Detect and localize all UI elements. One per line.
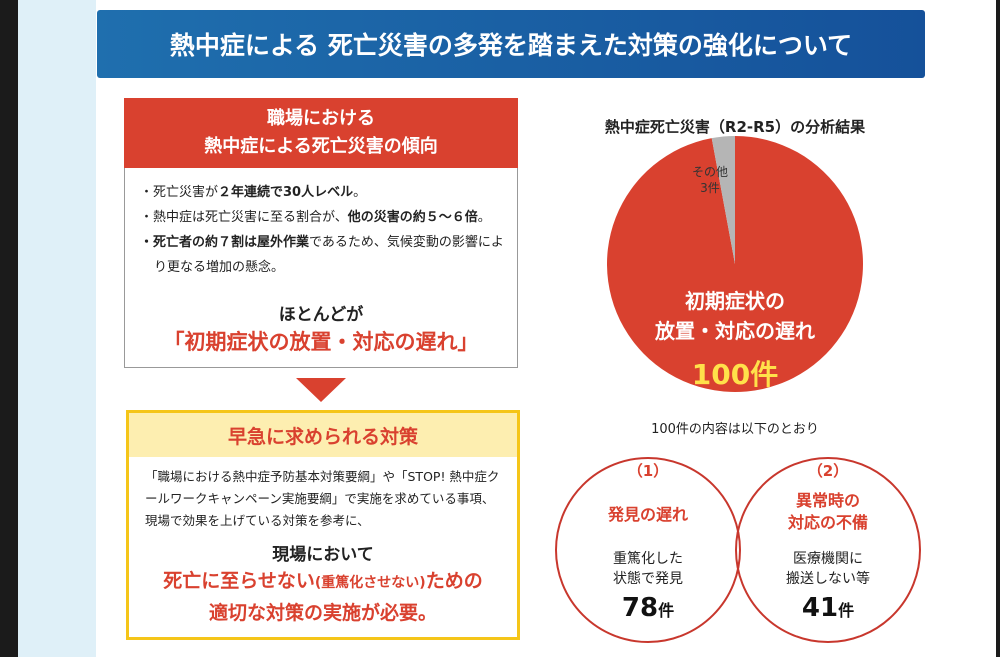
slice-label: 初期症状の bbox=[685, 289, 785, 313]
pie-chart: 初期症状の放置・対応の遅れ 100件 その他 3件 bbox=[607, 136, 863, 392]
breakdown-circle bbox=[555, 457, 741, 643]
bullet-text: 。 bbox=[477, 210, 491, 225]
unit: 件 bbox=[838, 601, 854, 620]
slice-label: その他 bbox=[692, 165, 728, 179]
side-strip bbox=[18, 0, 96, 657]
slice-value-label: 3件 bbox=[700, 181, 720, 195]
measures-lead: 現場において bbox=[272, 545, 374, 565]
breakdown-circles: （1）発見の遅れ重篤化した状態で発見78件（2）異常時の対応の不備医療機関に搬送… bbox=[555, 457, 921, 643]
item-desc: 重篤化した bbox=[613, 550, 683, 567]
trend-title-line: 熱中症による死亡災害の傾向 bbox=[204, 136, 438, 157]
item-number: （2） bbox=[808, 462, 848, 480]
measures-title: 早急に求められる対策 bbox=[129, 413, 517, 457]
down-arrow bbox=[296, 378, 346, 402]
bullet-text: であるため、気候変動の影響により更なる増加の懸念。 bbox=[154, 235, 504, 275]
measures-box bbox=[126, 410, 520, 640]
item-number: （1） bbox=[628, 462, 668, 480]
bullet-text: 。 bbox=[353, 185, 367, 200]
conclusion-text: 適切な対策の実施が必要。 bbox=[208, 602, 437, 624]
conclusion-line: 適切な対策の実施が必要。 bbox=[126, 598, 520, 628]
bullet: ・死亡災害が２年連続で30人レベル。 bbox=[140, 180, 510, 205]
item-title: 対応の不備 bbox=[787, 513, 868, 532]
conclusion: 死亡に至らせない(重篤化させない)ための適切な対策の実施が必要。 bbox=[126, 566, 520, 628]
item-count: 78件 bbox=[622, 593, 674, 623]
trend-title: 職場における 熱中症による死亡災害の傾向 bbox=[124, 98, 518, 168]
pie-slice bbox=[711, 136, 735, 264]
highlight: 「初期症状の放置・対応の遅れ」 bbox=[163, 330, 479, 354]
bullet-text: ２年連続で30人レベル bbox=[218, 185, 354, 200]
slice-value-label: 100件 bbox=[692, 358, 778, 391]
pie-title: 熱中症死亡災害（R2-R5）の分析結果 bbox=[604, 118, 866, 136]
conclusion-text: (重篤化させない) bbox=[314, 575, 426, 591]
bullet-text: ・死亡者の約７割は屋外作業 bbox=[140, 235, 310, 250]
unit: 件 bbox=[658, 601, 674, 620]
count: 41 bbox=[802, 593, 838, 623]
bullet-list: ・死亡災害が２年連続で30人レベル。 ・熱中症は死亡災害に至る割合が、他の災害の約… bbox=[140, 180, 510, 280]
bullet-text: ・死亡災害が bbox=[140, 185, 219, 200]
item-count: 41件 bbox=[802, 593, 854, 623]
bullet: ・熱中症は死亡災害に至る割合が、他の災害の約５～６倍。 bbox=[140, 205, 510, 230]
conclusion-line: 死亡に至らせない(重篤化させない)ための bbox=[126, 566, 520, 598]
conclusion-text: ための bbox=[425, 570, 483, 592]
breakdown-circle bbox=[735, 457, 921, 643]
bullet: ・死亡者の約７割は屋外作業であるため、気候変動の影響により更なる増加の懸念。 bbox=[140, 230, 510, 280]
conclusion-text: 死亡に至らせない bbox=[163, 570, 315, 592]
item-desc: 医療機関に bbox=[793, 550, 863, 567]
measures-body: 「職場における熱中症予防基本対策要綱」や「STOP! 熱中症クールワークキャンペ… bbox=[145, 469, 500, 528]
slice-label: 放置・対応の遅れ bbox=[654, 319, 815, 343]
item-title: 異常時の bbox=[796, 491, 860, 510]
bullet-text: 他の災害の約５～６倍 bbox=[347, 210, 478, 225]
trend-box bbox=[124, 168, 518, 368]
trend-title-line: 職場における bbox=[267, 108, 375, 129]
header-title: 熱中症による 死亡災害の多発を踏まえた対策の強化について bbox=[97, 10, 925, 78]
item-desc: 状態で発見 bbox=[613, 571, 683, 587]
item-title: 発見の遅れ bbox=[607, 505, 688, 524]
count: 78 bbox=[622, 593, 658, 623]
bullet-text: ・熱中症は死亡災害に至る割合が、 bbox=[140, 210, 348, 225]
summary: ほとんどが bbox=[278, 305, 364, 325]
breakdown-caption: 100件の内容は以下のとおり bbox=[651, 422, 819, 437]
item-desc: 搬送しない等 bbox=[786, 570, 870, 587]
